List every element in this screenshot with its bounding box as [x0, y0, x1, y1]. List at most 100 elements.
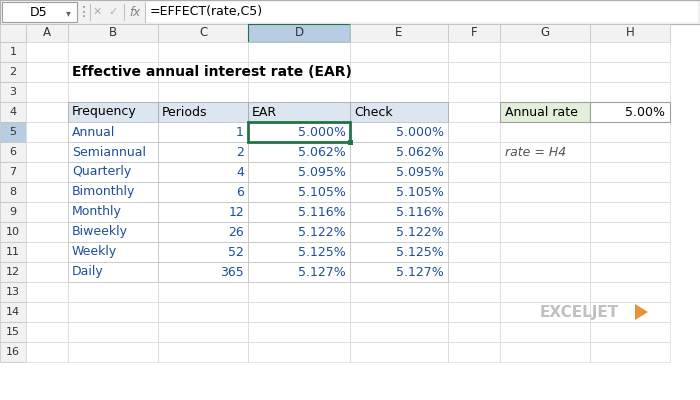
Text: 5.125%: 5.125% [396, 246, 444, 258]
Bar [68, 122, 158, 142]
Bar [590, 262, 670, 282]
Bar [500, 102, 590, 122]
Bar [26, 242, 68, 262]
Text: D5: D5 [30, 6, 48, 18]
Bar [158, 102, 248, 122]
Bar [350, 182, 448, 202]
Bar [68, 262, 158, 282]
Bar [68, 322, 158, 342]
Text: ▾: ▾ [66, 8, 71, 18]
Bar [248, 42, 350, 62]
Bar [158, 182, 248, 202]
Bar [500, 24, 590, 42]
Polygon shape [635, 304, 648, 320]
Bar [0, 142, 26, 162]
Bar [158, 242, 248, 262]
Text: 5.000%: 5.000% [396, 126, 444, 138]
Bar [158, 282, 248, 302]
Bar [248, 102, 350, 122]
Bar [500, 202, 590, 222]
Text: 9: 9 [9, 207, 17, 217]
Text: 14: 14 [6, 307, 20, 317]
Bar [448, 202, 500, 222]
Bar [0, 242, 26, 262]
Bar [248, 142, 350, 162]
Bar [448, 262, 500, 282]
Bar [26, 42, 68, 62]
Bar [590, 102, 670, 122]
Text: Biweekly: Biweekly [72, 226, 128, 238]
Bar [26, 342, 68, 362]
Bar [448, 182, 500, 202]
Bar [248, 342, 350, 362]
Bar [158, 82, 248, 102]
Text: 12: 12 [228, 206, 244, 218]
Bar [350, 24, 448, 42]
Bar [248, 302, 350, 322]
Bar [448, 42, 500, 62]
Bar [0, 282, 26, 302]
Bar [350, 302, 448, 322]
Bar [590, 222, 670, 242]
Bar [158, 342, 248, 362]
Bar [500, 42, 590, 62]
Bar [248, 262, 350, 282]
Text: Semiannual: Semiannual [72, 146, 146, 158]
Bar [26, 24, 68, 42]
Bar [590, 122, 670, 142]
Bar [0, 122, 26, 142]
Text: 11: 11 [6, 247, 20, 257]
Bar [26, 122, 68, 142]
Bar [0, 24, 26, 42]
Bar [350, 142, 448, 162]
Text: 15: 15 [6, 327, 20, 337]
Text: G: G [540, 26, 550, 40]
Bar [448, 322, 500, 342]
Text: H: H [626, 26, 634, 40]
Text: 5.000%: 5.000% [298, 126, 346, 138]
Text: 6: 6 [10, 147, 17, 157]
Bar [350, 182, 448, 202]
Bar [248, 142, 350, 162]
Bar [500, 302, 590, 322]
Bar [68, 242, 158, 262]
Bar [500, 142, 590, 162]
Bar [350, 162, 448, 182]
Bar [158, 242, 248, 262]
Bar [448, 142, 500, 162]
Text: 5.095%: 5.095% [298, 166, 346, 178]
Bar [248, 162, 350, 182]
Bar [248, 262, 350, 282]
Bar [448, 102, 500, 122]
Bar [158, 142, 248, 162]
Bar [350, 122, 448, 142]
Text: 16: 16 [6, 347, 20, 357]
Bar [26, 62, 68, 82]
Bar [0, 82, 26, 102]
Bar [248, 122, 350, 142]
Bar [68, 24, 158, 42]
Text: 3: 3 [10, 87, 17, 97]
Text: 2: 2 [9, 67, 17, 77]
Bar [26, 222, 68, 242]
Bar [348, 140, 353, 145]
Bar [350, 162, 448, 182]
Text: Effective annual interest rate (EAR): Effective annual interest rate (EAR) [72, 65, 352, 79]
Text: Check: Check [354, 106, 393, 118]
Bar [0, 182, 26, 202]
Text: Weekly: Weekly [72, 246, 118, 258]
Bar [68, 222, 158, 242]
Bar [0, 322, 26, 342]
Bar [500, 242, 590, 262]
Bar [590, 102, 670, 122]
Bar [68, 202, 158, 222]
Bar [350, 42, 448, 62]
Bar [500, 162, 590, 182]
Text: 26: 26 [228, 226, 244, 238]
Bar [158, 122, 248, 142]
Bar [68, 42, 158, 62]
Text: 5.00%: 5.00% [625, 106, 665, 118]
Bar [350, 102, 448, 122]
Bar [158, 162, 248, 182]
Bar [248, 322, 350, 342]
